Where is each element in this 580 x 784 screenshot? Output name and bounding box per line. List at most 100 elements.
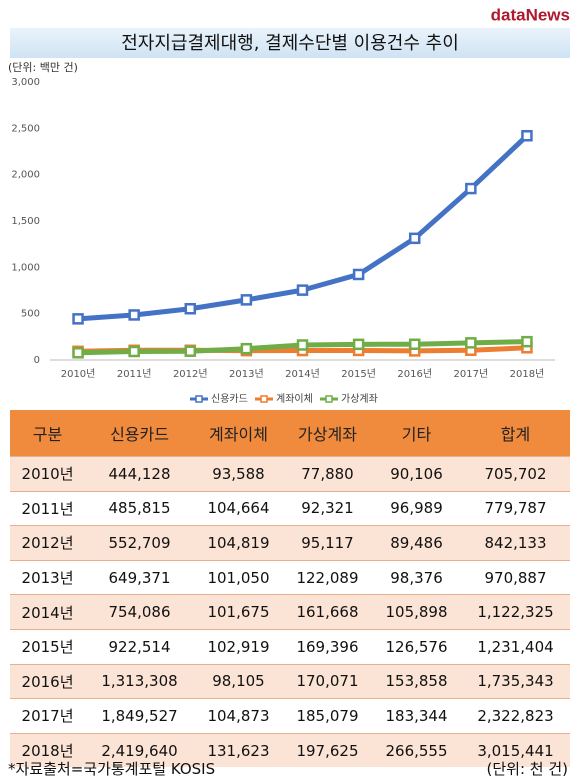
table-cell: 98,105 [193, 663, 283, 699]
x-tick-label: 2013년 [229, 368, 264, 380]
point-marker [465, 337, 477, 349]
table-cell: 266,555 [372, 732, 462, 768]
column-header: 합계 [461, 410, 570, 457]
table-cell: 1,313,308 [85, 663, 194, 699]
table-cell: 185,079 [282, 698, 372, 734]
table-cell: 754,086 [85, 594, 194, 630]
table-cell: 2011년 [10, 490, 86, 526]
legend-marker [260, 395, 268, 403]
x-tick-label: 2016년 [397, 368, 432, 380]
table-cell: 2,322,823 [461, 698, 570, 734]
chart-title: 전자지급결제대행, 결제수단별 이용건수 추이 [121, 33, 459, 54]
table-cell: 101,675 [193, 594, 283, 630]
table-cell: 197,625 [282, 732, 372, 768]
table-cell: 3,015,441 [461, 732, 570, 768]
table-cell: 95,117 [282, 525, 372, 561]
table-row: 2016년 1,313,308 98,105 170,071 153,858 1,735,… [10, 663, 570, 699]
point-marker [296, 339, 309, 351]
point-marker [465, 182, 477, 195]
table-cell: 2015년 [10, 628, 86, 665]
y-tick-label: 500 [21, 309, 40, 320]
table-cell: 2012년 [10, 525, 86, 561]
table-cell: 101,050 [193, 559, 283, 595]
table-cell: 169,396 [282, 628, 372, 665]
table-cell: 104,873 [193, 698, 283, 734]
point-marker [184, 345, 197, 357]
table-cell: 96,989 [372, 490, 462, 526]
chart: dataNews 전자지급결제대행, 결제수단별 이용건수 추이 (단위: 백만… [8, 5, 570, 405]
legend-label: 가상계좌 [341, 393, 378, 405]
table-cell: 126,576 [372, 628, 462, 665]
point-marker [408, 232, 421, 245]
x-tick-label: 2015년 [341, 368, 376, 380]
table-row: 2013년 649,371 101,050 122,089 98,376 970,887 [10, 559, 570, 595]
y-tick-label: 1,000 [11, 262, 40, 273]
legend-label: 신용카드 [211, 393, 248, 405]
x-tick-label: 2011년 [117, 368, 152, 380]
table-row: 2017년 1,849,527 104,873 185,079 183,344 2,322… [10, 698, 570, 734]
y-tick-label: 1,500 [11, 216, 40, 227]
y-tick-label: 2,000 [11, 170, 40, 181]
unit-label: (단위: 백만 건) [8, 61, 78, 74]
legend-marker [325, 395, 333, 403]
source-note: *자료출처=국가통계포털 KOSIS [8, 760, 216, 778]
table-cell: 170,071 [282, 663, 372, 699]
point-marker [352, 268, 365, 281]
table-row: 2015년 922,514 102,919 169,396 126,576 1,231,4… [10, 628, 570, 665]
table-cell: 131,623 [193, 732, 283, 768]
table-row: 2010년 444,128 93,588 77,880 90,106 705,702 [10, 456, 570, 492]
x-tick-label: 2014년 [285, 368, 320, 380]
table-cell: 705,702 [461, 456, 570, 492]
point-marker [521, 335, 533, 348]
table-cell: 1,231,404 [461, 628, 570, 665]
table-cell: 2018년 [10, 732, 86, 768]
table-cell: 105,898 [372, 594, 462, 630]
y-tick-label: 2,500 [11, 123, 40, 134]
table-cell: 552,709 [85, 525, 194, 561]
table-row: 2014년 754,086 101,675 161,668 105,898 1,122,3… [10, 594, 570, 630]
point-marker [72, 313, 84, 325]
x-tick-label: 2018년 [510, 368, 545, 380]
point-marker [352, 338, 365, 351]
point-marker [521, 129, 533, 142]
point-marker [296, 284, 309, 296]
table-cell: 1,735,343 [461, 663, 570, 699]
table-cell: 104,664 [193, 490, 283, 526]
table-cell: 2014년 [10, 594, 86, 630]
legend-label: 계좌이체 [276, 393, 313, 405]
table-cell: 485,815 [85, 490, 194, 526]
table-cell: 93,588 [193, 456, 283, 492]
table-cell: 102,919 [193, 628, 283, 665]
point-marker [408, 338, 421, 350]
column-header: 구분 [10, 410, 86, 457]
table-row: 2011년 485,815 104,664 92,321 96,989 779,787 [10, 490, 570, 526]
table-cell: 77,880 [282, 456, 372, 492]
column-header: 신용카드 [85, 410, 194, 457]
table-cell: 104,819 [193, 525, 283, 561]
table-cell: 2017년 [10, 698, 86, 734]
legend-marker [195, 395, 203, 403]
table-cell: 92,321 [282, 490, 372, 526]
point-marker [128, 309, 140, 321]
point-marker [240, 342, 253, 355]
table-cell: 922,514 [85, 628, 194, 665]
point-marker [72, 347, 84, 359]
y-tick-label: 3,000 [11, 77, 40, 88]
table-cell: 161,668 [282, 594, 372, 630]
table-cell: 649,371 [85, 559, 194, 595]
table-row: 2018년 2,419,640 131,623 197,625 266,555 3,015… [10, 732, 570, 768]
table-cell: 183,344 [372, 698, 462, 734]
logo: dataNews [491, 5, 570, 24]
table-row: 2012년 552,709 104,819 95,117 89,486 842,133 [10, 525, 570, 561]
point-marker [184, 303, 197, 315]
table-unit: (단위: 천 건) [486, 760, 569, 778]
table-cell: 2016년 [10, 663, 86, 699]
table-cell: 444,128 [85, 456, 194, 492]
table-cell: 1,122,325 [461, 594, 570, 630]
title-banner [10, 28, 570, 58]
table-cell: 90,106 [372, 456, 462, 492]
table-cell: 2010년 [10, 456, 86, 492]
table-cell: 89,486 [372, 525, 462, 561]
x-tick-label: 2017년 [454, 368, 489, 380]
